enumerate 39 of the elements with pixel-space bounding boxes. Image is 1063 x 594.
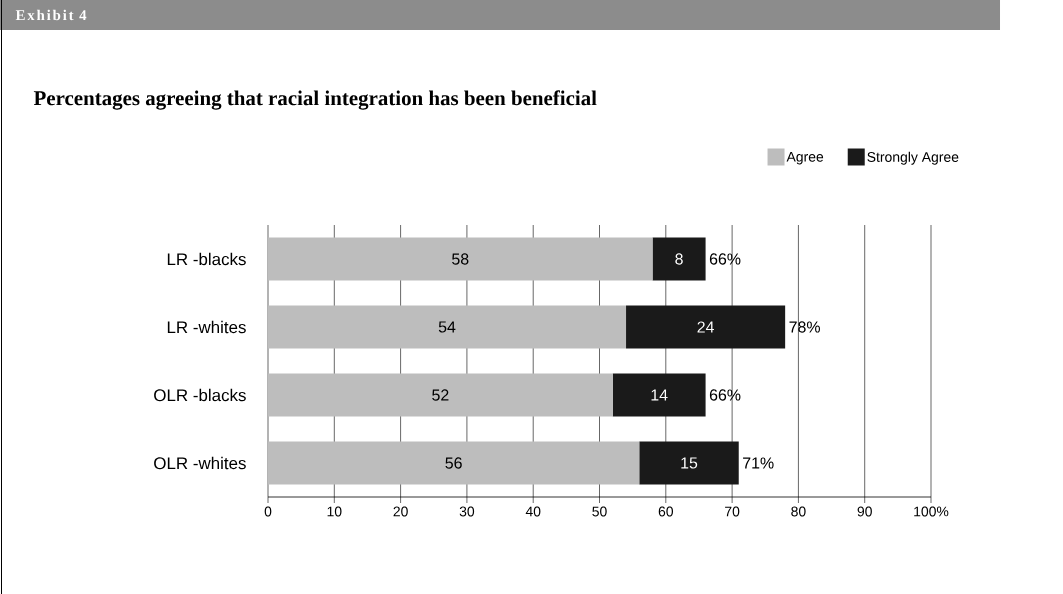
data-label: 52 [432, 389, 449, 401]
bar [268, 305, 627, 349]
total-label: 71% [743, 457, 774, 469]
x-tick-label: 90 [857, 506, 872, 517]
total-label: 66% [709, 389, 741, 401]
data-label: 14 [651, 389, 668, 401]
legend-label: Strongly Agree [867, 151, 959, 165]
bar [268, 441, 640, 485]
data-label: 58 [452, 253, 469, 265]
x-tick-label: 80 [791, 506, 806, 517]
text: Exhibit 4 [15, 9, 87, 21]
x-tick-label: 30 [459, 506, 475, 517]
x-tick-label: 70 [725, 506, 740, 517]
y-tick-label: OLR -blacks [154, 388, 246, 402]
data-label: 24 [697, 321, 714, 333]
total-label: 78% [789, 321, 820, 333]
y-tick-label: LR -whites [167, 320, 246, 334]
y-tick-label: LR -blacks [167, 252, 246, 266]
x-tick-label: 40 [525, 506, 541, 517]
bar [268, 373, 613, 417]
total-label: 66% [709, 253, 741, 265]
bar [268, 237, 653, 281]
bar [626, 305, 786, 349]
bar [652, 237, 706, 281]
legend-label: Agree [786, 151, 824, 165]
chart-title: Percentages agreeing that racial integration has been beneficial [33, 90, 597, 110]
x-tick-label: 10 [327, 506, 342, 517]
data-label: 8 [675, 253, 683, 265]
x-tick-label: 20 [393, 506, 408, 517]
x-tick-label: 100% [914, 506, 949, 517]
data-label: 56 [445, 457, 462, 469]
x-tick-label: 60 [658, 506, 674, 517]
bar [639, 441, 739, 485]
y-tick-label: OLR -whites [154, 456, 246, 470]
data-label: 54 [438, 321, 456, 333]
x-tick-label: 0 [264, 506, 272, 517]
bar [612, 373, 706, 417]
x-tick-label: 50 [592, 506, 607, 517]
data-label: 15 [681, 457, 698, 469]
